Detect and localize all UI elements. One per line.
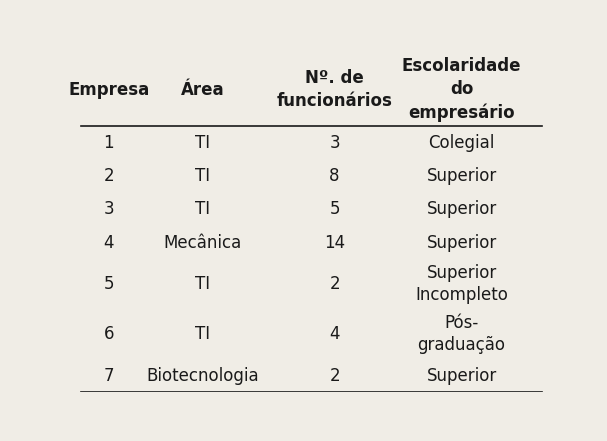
Text: Área: Área [181, 81, 225, 98]
Text: 5: 5 [104, 275, 114, 293]
Text: 2: 2 [329, 275, 340, 293]
Text: Superior: Superior [427, 234, 497, 252]
Text: 6: 6 [104, 325, 114, 343]
Text: Escolaridade
do
empresário: Escolaridade do empresário [402, 56, 521, 123]
Text: Superior: Superior [427, 167, 497, 185]
Text: 3: 3 [103, 200, 114, 218]
Text: Pós-
graduação: Pós- graduação [418, 314, 506, 354]
Text: 8: 8 [330, 167, 340, 185]
Text: 14: 14 [324, 234, 345, 252]
Text: 2: 2 [103, 167, 114, 185]
Text: Superior: Superior [427, 367, 497, 385]
Text: TI: TI [195, 325, 211, 343]
Text: Nº. de
funcionários: Nº. de funcionários [277, 69, 393, 110]
Text: 4: 4 [104, 234, 114, 252]
Text: 7: 7 [104, 367, 114, 385]
Text: Biotecnologia: Biotecnologia [146, 367, 259, 385]
Text: Empresa: Empresa [68, 81, 149, 98]
Text: 3: 3 [329, 134, 340, 152]
Text: TI: TI [195, 275, 211, 293]
Text: Superior: Superior [427, 200, 497, 218]
Text: TI: TI [195, 167, 211, 185]
Text: Mecânica: Mecânica [164, 234, 242, 252]
Text: 1: 1 [103, 134, 114, 152]
Text: Colegial: Colegial [429, 134, 495, 152]
Text: Superior
Incompleto: Superior Incompleto [415, 264, 508, 304]
Text: 5: 5 [330, 200, 340, 218]
Text: TI: TI [195, 200, 211, 218]
Text: 4: 4 [330, 325, 340, 343]
Text: 2: 2 [329, 367, 340, 385]
Text: TI: TI [195, 134, 211, 152]
